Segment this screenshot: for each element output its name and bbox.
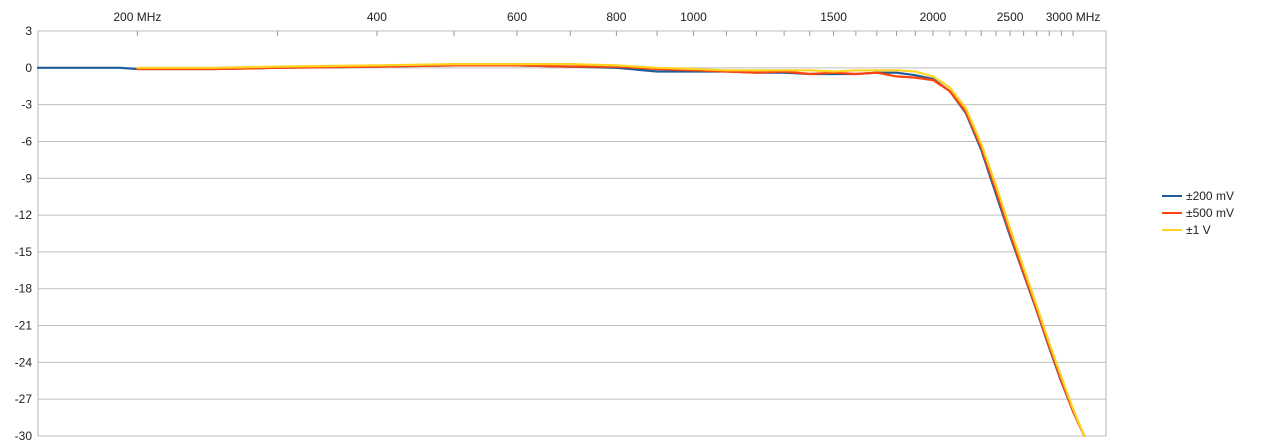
series-1 xyxy=(136,64,1086,438)
data-point xyxy=(1072,408,1074,410)
x-tick-label: 400 xyxy=(367,10,387,24)
y-tick-label: -15 xyxy=(15,245,33,259)
x-tick-label: 2000 xyxy=(920,10,947,24)
x-tick-label: 2500 xyxy=(997,10,1024,24)
data-point xyxy=(656,66,658,69)
data-point xyxy=(118,66,121,69)
series-line xyxy=(36,64,1086,438)
grid xyxy=(38,30,1106,437)
data-point xyxy=(276,65,279,68)
data-point xyxy=(1022,266,1025,269)
legend-label: ±200 mV xyxy=(1186,189,1234,203)
x-tick-label: 200 MHz xyxy=(113,10,161,24)
data-point xyxy=(569,65,572,68)
data-point xyxy=(932,75,934,78)
data-point xyxy=(948,90,951,93)
data-point xyxy=(832,70,835,73)
y-tick-label: -21 xyxy=(15,319,33,333)
y-tick-label: -12 xyxy=(15,208,33,222)
series-2 xyxy=(136,62,1086,438)
data-point xyxy=(914,74,917,77)
data-point xyxy=(1009,227,1011,230)
data-point xyxy=(783,69,786,72)
data-point xyxy=(808,69,811,72)
x-tick-label: 800 xyxy=(606,10,626,24)
data-point xyxy=(615,64,618,67)
data-point xyxy=(1083,435,1086,437)
data-point xyxy=(965,107,967,110)
data-point xyxy=(895,71,898,74)
data-point xyxy=(895,69,898,72)
data-point xyxy=(136,66,139,69)
x-tick-label: 3000 MHz xyxy=(1046,10,1101,24)
data-point xyxy=(854,73,857,75)
x-tick-label: 1500 xyxy=(820,10,847,24)
data-point xyxy=(692,68,695,70)
data-point xyxy=(755,69,758,72)
legend: ±200 mV ±500 mV ±1 V xyxy=(1162,189,1234,237)
y-tick-label: -18 xyxy=(15,282,33,296)
data-point xyxy=(914,70,917,73)
data-point xyxy=(875,71,878,74)
y-tick-label: -27 xyxy=(15,392,33,406)
data-point xyxy=(995,184,997,187)
data-point xyxy=(755,71,758,74)
data-point xyxy=(914,76,917,79)
data-point xyxy=(854,69,857,72)
data-point xyxy=(895,75,898,78)
data-point xyxy=(980,143,983,145)
data-point xyxy=(875,69,878,72)
x-tick-label: 1000 xyxy=(680,10,707,24)
legend-label: ±500 mV xyxy=(1186,206,1234,220)
series-0 xyxy=(36,64,1086,438)
data-point xyxy=(932,79,934,81)
y-tick-label: 0 xyxy=(25,61,32,75)
data-point xyxy=(808,73,811,75)
y-tick-label: -30 xyxy=(15,429,33,443)
data-point xyxy=(656,70,658,73)
y-tick-label: -9 xyxy=(21,171,32,185)
y-tick-label: -24 xyxy=(15,355,33,369)
data-point xyxy=(948,86,951,89)
data-point xyxy=(569,63,572,66)
legend-label: ±1 V xyxy=(1186,223,1211,237)
data-point xyxy=(725,69,728,72)
y-tick-label: -6 xyxy=(21,134,32,148)
data-point xyxy=(1060,376,1063,378)
data-point xyxy=(1035,305,1038,307)
data-point xyxy=(1048,341,1051,344)
data-point xyxy=(453,63,455,66)
data-point xyxy=(516,63,518,66)
axes: 3 0 -3 -6 -9 -12 -15 -18 -21 -24 -27 -30 200 MHz 400 6… xyxy=(15,10,1107,443)
data-point xyxy=(37,66,39,69)
data-point xyxy=(213,66,216,69)
y-tick-label: 3 xyxy=(25,24,32,38)
series-line xyxy=(136,64,1086,438)
plot-area xyxy=(36,62,1086,438)
data-point xyxy=(80,66,83,69)
y-tick-label: -3 xyxy=(21,98,32,112)
x-tick-label: 600 xyxy=(507,10,527,24)
series-line xyxy=(136,62,1086,438)
data-point xyxy=(375,64,378,67)
